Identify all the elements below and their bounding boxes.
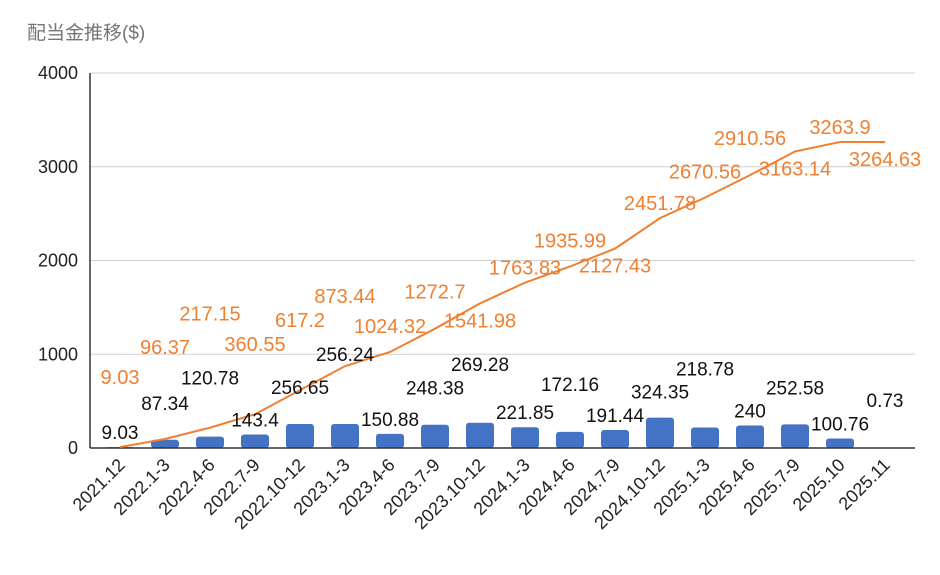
bar	[601, 430, 629, 448]
line-data-label: 96.37	[140, 337, 190, 359]
bar-data-label: 248.38	[406, 379, 464, 400]
bar-data-label: 221.85	[496, 403, 554, 424]
line-data-label: 2910.56	[714, 128, 786, 150]
bar	[691, 427, 719, 448]
chart-title: 配当金推移($)	[27, 23, 146, 44]
line-data-label: 2670.56	[669, 162, 741, 184]
bar-data-label: 0.73	[867, 391, 904, 412]
bar	[421, 424, 449, 448]
bar-data-label: 150.88	[361, 410, 419, 431]
bar-data-label: 120.78	[181, 369, 239, 390]
bar-data-label: 256.65	[271, 378, 329, 399]
y-tick-label: 4000	[38, 63, 78, 83]
bar	[196, 436, 224, 448]
line-data-label: 617.2	[275, 310, 325, 332]
bar	[286, 423, 314, 448]
bar	[826, 438, 854, 448]
bar-data-label: 218.78	[676, 359, 734, 380]
bar	[331, 423, 359, 448]
bar	[376, 433, 404, 448]
bar-data-label: 252.58	[766, 378, 824, 399]
bar	[646, 417, 674, 448]
line-data-label: 1272.7	[404, 282, 465, 304]
line-data-label: 3163.14	[759, 158, 831, 180]
bar-data-label: 256.24	[316, 345, 375, 366]
bar-data-label: 172.16	[541, 375, 599, 396]
y-tick-label: 3000	[38, 157, 78, 177]
line-data-label: 360.55	[224, 334, 285, 356]
bar	[466, 422, 494, 448]
bar	[556, 431, 584, 448]
bar	[241, 434, 269, 448]
line-data-label: 1024.32	[354, 316, 426, 338]
bar	[781, 424, 809, 448]
bar-data-label: 87.34	[141, 394, 189, 415]
cumulative-line	[119, 140, 886, 449]
bar-data-label: 9.03	[102, 423, 139, 444]
line-data-label: 2127.43	[579, 256, 651, 278]
bar-data-label: 100.76	[811, 415, 869, 436]
bar-data-label: 191.44	[586, 406, 645, 427]
bar-data-label: 324.35	[631, 383, 689, 404]
bar	[511, 427, 539, 448]
y-tick-label: 1000	[38, 344, 78, 364]
line-data-label: 3263.9	[809, 117, 870, 139]
line-data-label: 3264.63	[849, 149, 921, 171]
bar	[736, 425, 764, 448]
y-tick-label: 0	[68, 438, 78, 458]
bar	[151, 439, 179, 448]
line-data-label: 1763.83	[489, 258, 561, 280]
line-data-label: 217.15	[179, 304, 240, 326]
line-data-label: 2451.78	[624, 193, 696, 215]
line-data-label: 1935.99	[534, 231, 606, 253]
bar-data-label: 143.4	[231, 411, 279, 432]
line-data-label: 1541.98	[444, 310, 516, 332]
y-tick-label: 2000	[38, 251, 78, 271]
line-data-label: 873.44	[314, 286, 375, 308]
bar-data-label: 269.28	[451, 355, 509, 376]
bar-data-label: 240	[734, 402, 766, 423]
line-data-label: 9.03	[101, 367, 140, 389]
